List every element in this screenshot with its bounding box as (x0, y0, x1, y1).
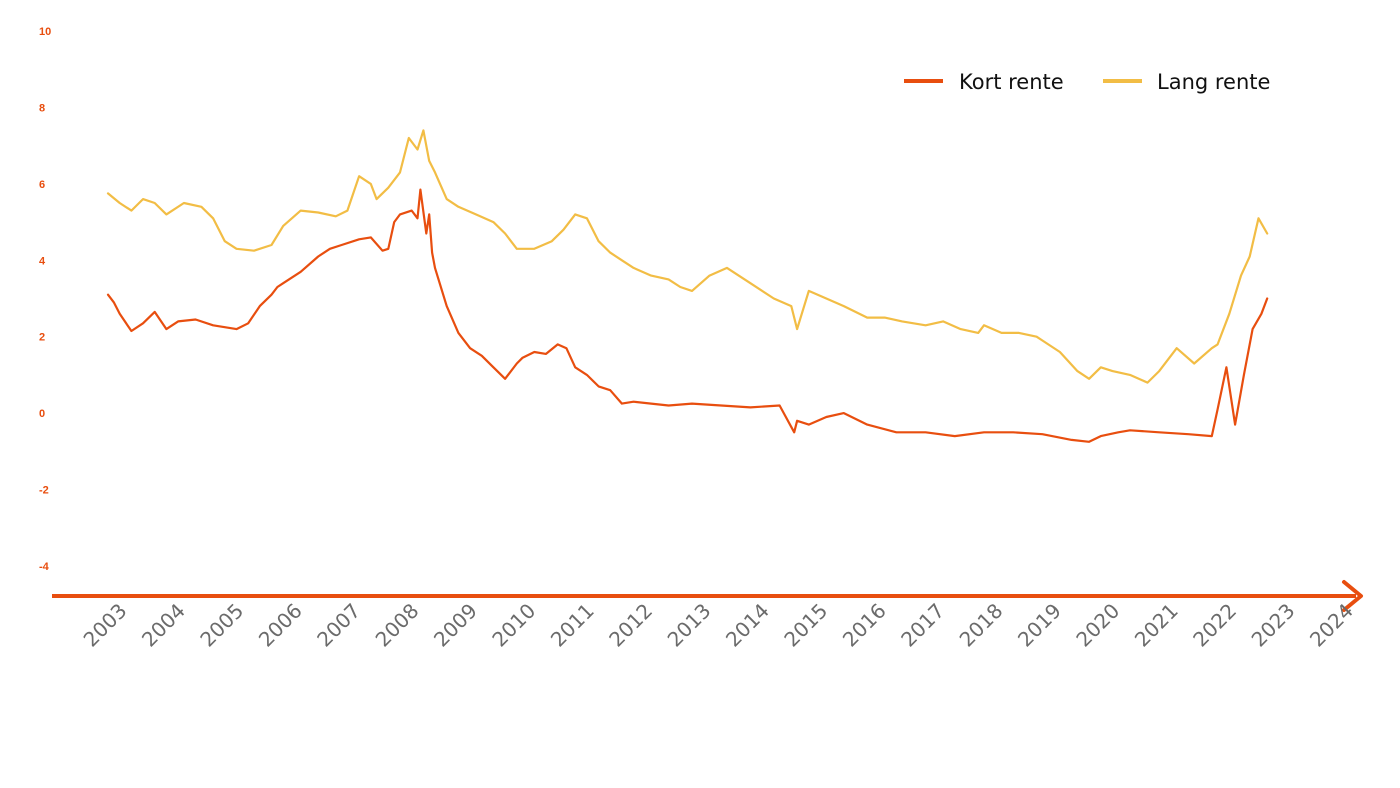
x-tick-label: 2018 (955, 599, 1008, 652)
x-tick-label: 2023 (1247, 599, 1300, 652)
x-tick-label: 2020 (1071, 599, 1124, 652)
x-tick-label: 2019 (1013, 599, 1066, 652)
series-line-kort-rente (106, 188, 1269, 443)
x-tick-label: 2013 (663, 599, 716, 652)
x-tick-label: 2009 (429, 599, 482, 652)
y-tick-label: 4 (39, 255, 46, 267)
x-tick-label: 2014 (721, 599, 774, 652)
legend-label-lang-rente: Lang rente (1157, 70, 1270, 94)
x-tick-label: 2012 (604, 599, 657, 652)
x-tick-label: 2003 (79, 599, 132, 652)
legend: Kort rente Lang rente (904, 70, 1270, 94)
x-tick-label: 2016 (838, 599, 891, 652)
y-tick-label: -4 (39, 561, 50, 573)
x-tick-label: 2011 (546, 599, 599, 652)
y-tick-label: 8 (39, 102, 45, 114)
x-tick-label: 2007 (312, 599, 365, 652)
x-tick-label: 2022 (1188, 599, 1241, 652)
y-axis-ticks: 10 8 6 4 2 0 -2 -4 (39, 26, 51, 573)
series-line-lang-rente (106, 129, 1269, 384)
y-tick-label: 0 (39, 408, 45, 420)
y-tick-label: 10 (39, 26, 51, 38)
y-tick-label: -2 (39, 485, 49, 497)
y-tick-label: 2 (39, 332, 45, 344)
series-lines (106, 129, 1269, 443)
legend-label-kort-rente: Kort rente (959, 70, 1064, 94)
x-tick-label: 2017 (896, 599, 949, 652)
x-tick-label: 2004 (137, 599, 190, 652)
x-tick-label: 2021 (1130, 599, 1183, 652)
y-tick-label: 6 (39, 179, 45, 191)
x-axis-arrowhead (1342, 580, 1363, 612)
x-tick-label: 2015 (779, 599, 832, 652)
x-axis-ticks: 2003 2004 2005 2006 2007 2008 2009 2010 2011 2012… (79, 599, 1358, 652)
x-tick-label: 2006 (254, 599, 307, 652)
x-axis (52, 580, 1363, 612)
x-tick-label: 2008 (371, 599, 424, 652)
x-tick-label: 2005 (195, 599, 248, 652)
x-tick-label: 2010 (487, 599, 540, 652)
